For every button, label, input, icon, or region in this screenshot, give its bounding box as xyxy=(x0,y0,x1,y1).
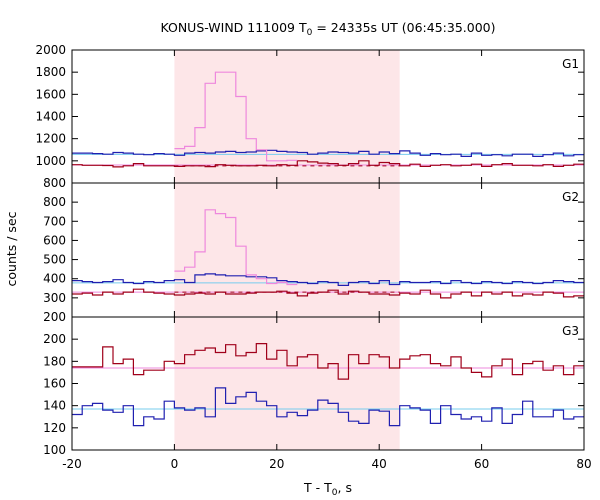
panel-label-g3: G3 xyxy=(562,324,579,338)
series-hard-g1 xyxy=(72,149,584,157)
y-tick-label: 200 xyxy=(43,332,66,346)
y-tick-label: 1200 xyxy=(35,132,66,146)
highlight-rect xyxy=(174,50,400,450)
y-tick-label: 300 xyxy=(43,291,66,305)
y-tick-label: 160 xyxy=(43,377,66,391)
y-tick-label: 1600 xyxy=(35,87,66,101)
y-tick-label: 500 xyxy=(43,253,66,267)
panel-g1 xyxy=(72,71,584,168)
y-tick-label: 120 xyxy=(43,421,66,435)
x-tick-label: -20 xyxy=(62,457,82,471)
highlight-region xyxy=(174,50,400,450)
x-tick-label: 40 xyxy=(372,457,387,471)
chart-title: KONUS-WIND 111009 T0 = 24335s UT (06:45:… xyxy=(160,20,495,38)
x-axis-label: T - T0, s xyxy=(303,480,352,498)
x-tick-label: 20 xyxy=(269,457,284,471)
y-tick-label: 2000 xyxy=(35,43,66,57)
series-hard-g2 xyxy=(72,273,584,286)
y-tick-label: 100 xyxy=(43,443,66,457)
y-tick-label: 1400 xyxy=(35,110,66,124)
y-tick-label: 200 xyxy=(43,310,66,324)
y-tick-label: 700 xyxy=(43,214,66,228)
y-tick-label: 800 xyxy=(43,195,66,209)
x-tick-label: 60 xyxy=(474,457,489,471)
x-tick-label: 80 xyxy=(576,457,591,471)
series-sum-g1 xyxy=(174,71,298,162)
x-tick-label: 0 xyxy=(171,457,179,471)
series-layer xyxy=(72,71,584,427)
series-soft-g1 xyxy=(72,160,584,168)
y-tick-label: 180 xyxy=(43,354,66,368)
y-tick-label: 400 xyxy=(43,272,66,286)
y-tick-label: 1800 xyxy=(35,65,66,79)
panel-label-g1: G1 xyxy=(562,57,579,71)
series-soft-g2 xyxy=(72,288,584,299)
y-tick-label: 600 xyxy=(43,233,66,247)
series-sum-g2 xyxy=(174,209,298,286)
axis-layer: 800100012001400160018002000G120030040050… xyxy=(35,43,591,471)
panel-g2 xyxy=(72,209,584,299)
series-hard-g3 xyxy=(72,387,584,427)
y-tick-label: 140 xyxy=(43,399,66,413)
y-axis-label: counts / sec xyxy=(4,211,19,286)
y-tick-label: 1000 xyxy=(35,154,66,168)
panel-g3 xyxy=(72,343,584,427)
series-soft-g3 xyxy=(72,343,584,380)
panel-label-g2: G2 xyxy=(562,190,579,204)
y-tick-label: 800 xyxy=(43,176,66,190)
